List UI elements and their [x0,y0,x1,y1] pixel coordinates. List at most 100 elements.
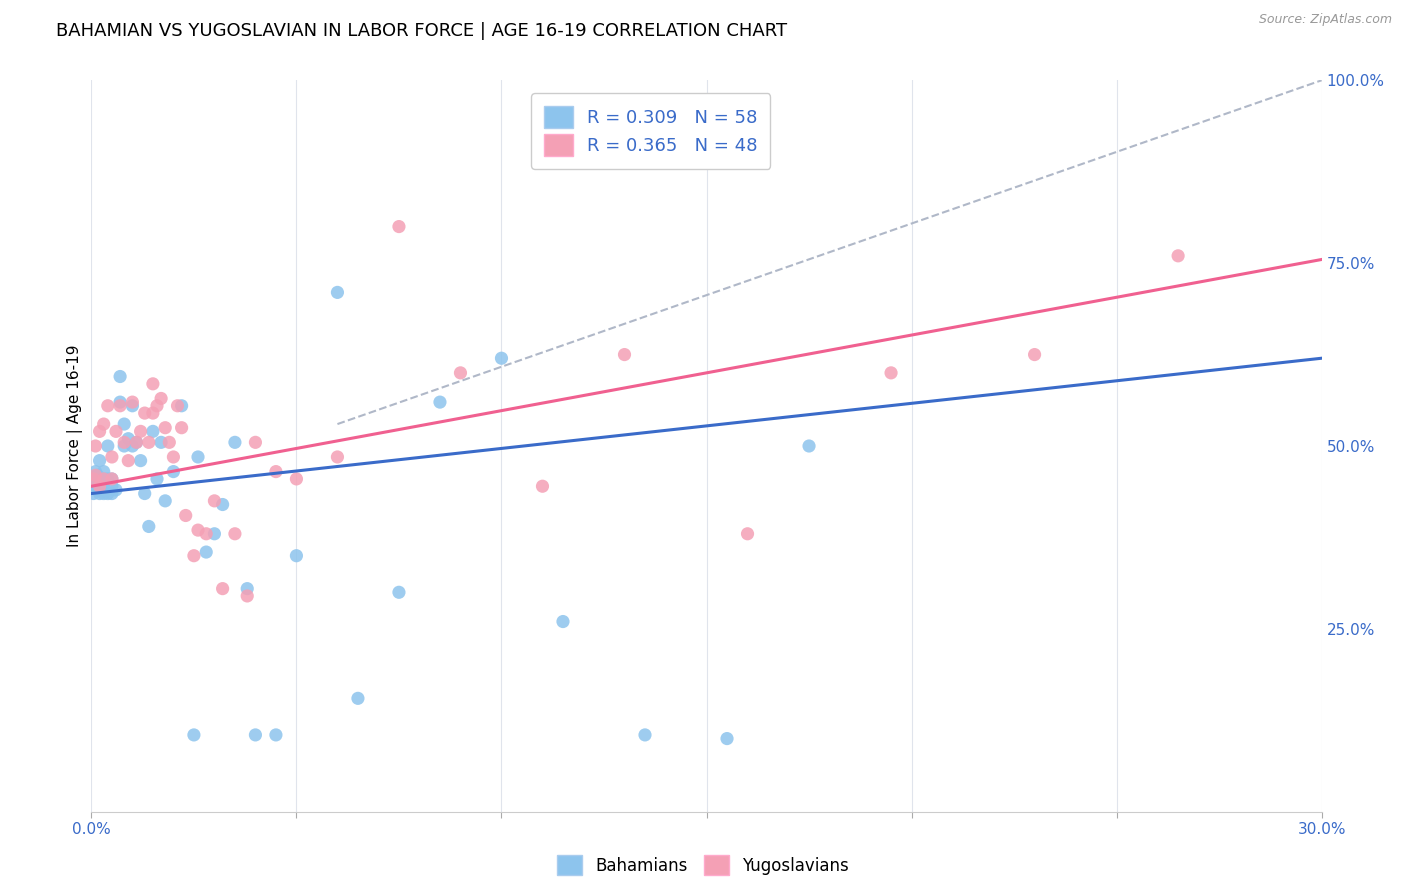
Point [146,472,169,486]
Point [97,486,120,500]
Point [101,479,124,493]
Point [101,472,124,486]
Point [84,465,107,479]
Point [97,472,120,486]
Point [166,399,188,413]
Point [347,691,370,706]
Point [146,399,169,413]
Point [84,468,107,483]
Point [129,425,152,439]
Point [613,348,636,362]
Y-axis label: In Labor Force | Age 16-19: In Labor Force | Age 16-19 [67,344,83,548]
Point [84,479,107,493]
Point [716,731,738,746]
Point [202,494,225,508]
Point [224,435,246,450]
Point [125,435,148,450]
Point [880,366,903,380]
Point [551,615,574,629]
Point [1024,348,1046,362]
Point [429,395,451,409]
Point [108,395,131,409]
Point [112,435,135,450]
Point [211,498,233,512]
Point [236,582,259,596]
Point [153,421,177,435]
Point [326,285,349,300]
Point [82,472,104,486]
Point [101,450,124,464]
Point [1167,249,1189,263]
Point [86,483,108,497]
Point [162,450,184,464]
Point [117,432,139,446]
Point [84,439,107,453]
Point [108,399,131,413]
Point [285,472,308,486]
Point [93,465,115,479]
Point [388,585,411,599]
Point [187,523,209,537]
Point [89,425,111,439]
Point [634,728,657,742]
Point [183,728,205,742]
Point [121,395,143,409]
Point [236,589,259,603]
Point [93,417,115,431]
Point [170,399,193,413]
Point [195,526,218,541]
Point [187,450,209,464]
Point [245,435,267,450]
Point [211,582,233,596]
Point [134,406,156,420]
Point [162,465,184,479]
Point [89,453,111,467]
Point [89,486,111,500]
Point [285,549,308,563]
Point [90,483,112,497]
Point [195,545,218,559]
Point [108,369,131,384]
Point [797,439,820,453]
Point [157,435,180,450]
Point [138,435,160,450]
Point [388,219,411,234]
Point [121,439,143,453]
Point [202,526,225,541]
Point [89,472,111,486]
Point [129,453,152,467]
Point [105,425,127,439]
Point [89,479,111,493]
Point [183,549,205,563]
Point [121,399,143,413]
Legend: Bahamians, Yugoslavians: Bahamians, Yugoslavians [550,848,856,882]
Point [264,728,287,742]
Point [150,435,173,450]
Point [150,392,173,406]
Point [449,366,471,380]
Point [101,472,124,486]
Point [170,421,193,435]
Point [264,465,287,479]
Point [142,425,165,439]
Point [105,483,127,497]
Point [224,526,246,541]
Point [97,399,120,413]
Point [93,486,115,500]
Point [101,486,124,500]
Point [117,453,139,467]
Point [134,486,156,500]
Point [142,376,165,391]
Point [82,486,104,500]
Legend: R = 0.309   N = 58, R = 0.365   N = 48: R = 0.309 N = 58, R = 0.365 N = 48 [531,93,770,169]
Point [142,406,165,420]
Point [93,479,115,493]
Point [737,526,759,541]
Point [326,450,349,464]
Point [174,508,197,523]
Point [531,479,554,493]
Point [138,519,160,533]
Point [245,728,267,742]
Point [93,472,115,486]
Point [86,468,108,483]
